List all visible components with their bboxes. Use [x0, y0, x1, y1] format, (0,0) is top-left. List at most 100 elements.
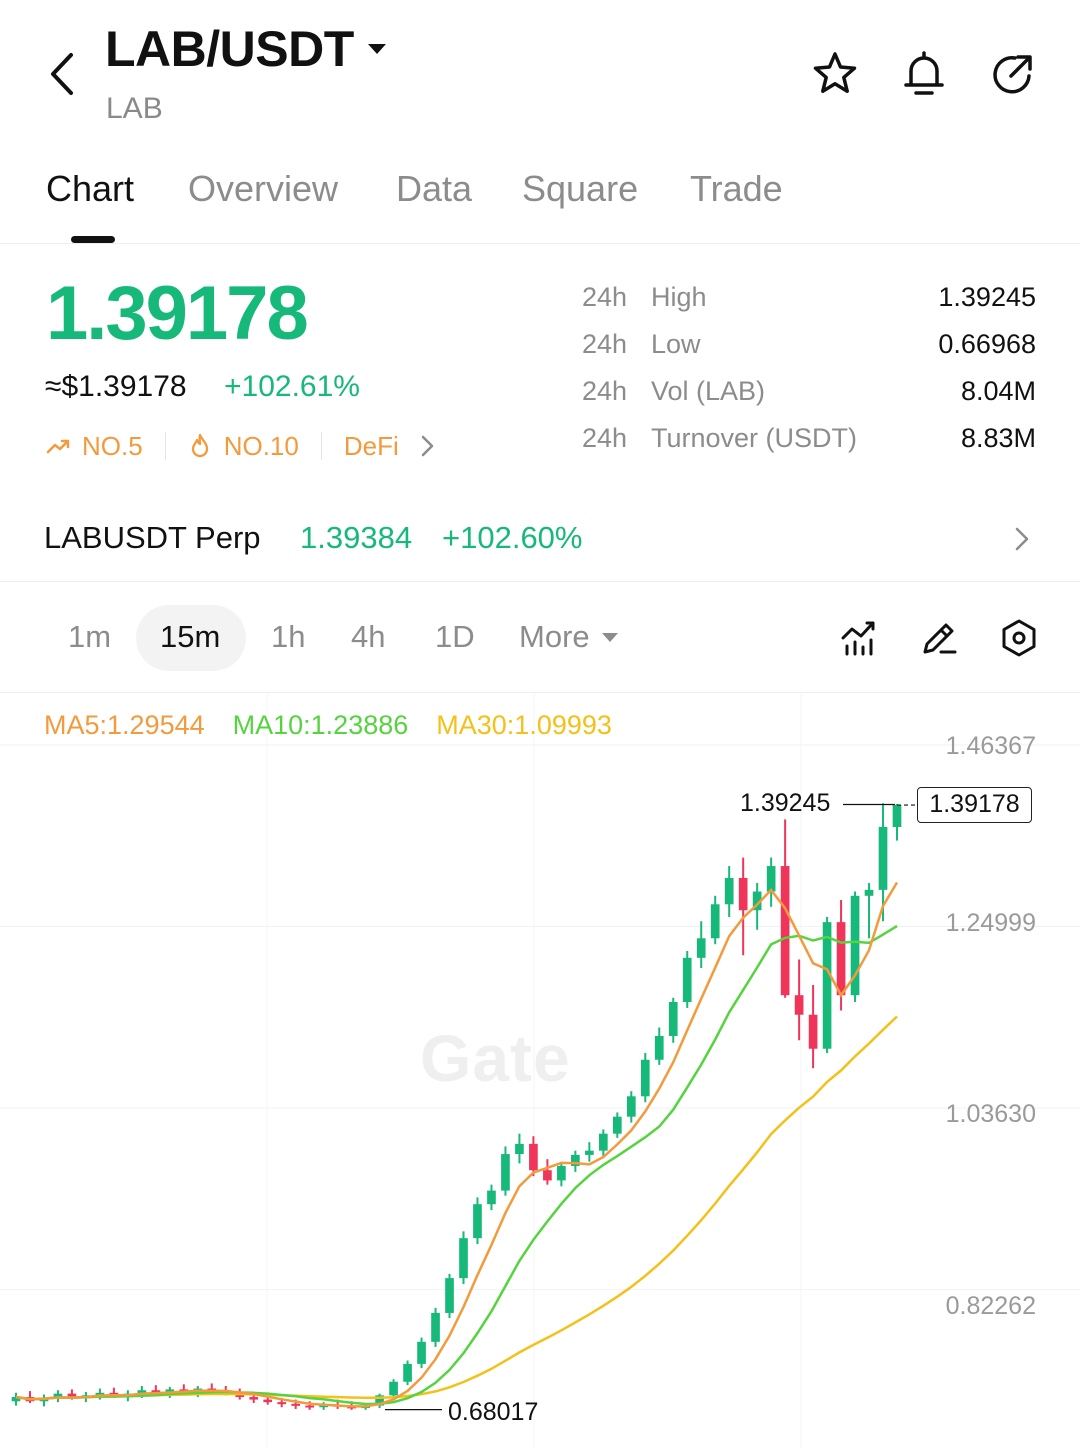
interval-1d[interactable]: 1D [435, 619, 475, 654]
y-axis-tick: 1.03630 [945, 1100, 1036, 1128]
ma10-label: MA10:1.23886 [232, 710, 409, 740]
stat-value: 0.66968 [938, 329, 1036, 359]
pair-selector[interactable]: LAB/USDT [105, 20, 386, 78]
candle-up [822, 922, 832, 1049]
candle-up [375, 1395, 384, 1406]
stat-period: 24h [582, 376, 628, 406]
chevron-right-icon [421, 435, 433, 457]
candle-down [249, 1397, 259, 1400]
candle-up [459, 1238, 468, 1279]
bell-icon[interactable] [898, 48, 950, 100]
perp-change: +102.60% [442, 520, 583, 555]
candle-up [165, 1389, 175, 1393]
ranking-tags: NO.5 NO.10 DeFi [46, 428, 439, 464]
candle-up [878, 826, 888, 890]
ma5-label: MA5:1.29544 [44, 710, 205, 740]
tab-chart[interactable]: Chart [46, 168, 135, 209]
candle-down [543, 1170, 552, 1181]
category-tag[interactable]: DeFi [344, 431, 439, 462]
last-price: 1.39178 [46, 271, 309, 356]
ma5-line [15, 881, 899, 1408]
candle-down [836, 922, 846, 996]
rank-gainer-tag[interactable]: NO.5 [46, 431, 143, 462]
stat-name: High [651, 282, 707, 312]
24h-stats: 24h High 1.39245 24h Low 0.66968 24h Vol… [582, 280, 1036, 468]
rank-gainer-label: NO.5 [82, 430, 143, 461]
ma30-label: MA30:1.09993 [436, 710, 612, 740]
draw-pen-icon[interactable] [916, 615, 962, 661]
candle-up [11, 1397, 21, 1402]
chart-canvas[interactable] [0, 694, 1080, 1448]
trend-up-icon [46, 439, 70, 454]
candle-up [668, 1001, 678, 1036]
candle-up [417, 1341, 426, 1364]
candle-up [598, 1133, 608, 1151]
star-icon[interactable] [809, 48, 861, 100]
main-tabs: Chart Overview Data Square Trade [0, 160, 1080, 244]
y-axis-tick: 0.82262 [945, 1292, 1036, 1320]
divider [164, 432, 166, 460]
y-axis-tick: 1.46367 [945, 732, 1036, 760]
interval-1h[interactable]: 1h [271, 619, 306, 654]
candle-up [571, 1154, 580, 1166]
interval-more-dropdown[interactable]: More [519, 619, 618, 655]
candle-down [67, 1393, 77, 1398]
stat-period: 24h [582, 282, 628, 312]
candle-up [710, 904, 720, 939]
candle-up [403, 1363, 412, 1382]
header: LAB/USDT LAB [0, 0, 1080, 150]
tab-square[interactable]: Square [522, 168, 639, 209]
candle-up [752, 891, 762, 911]
usd-price: ≈$1.39178 [45, 370, 187, 403]
perp-contract-row[interactable]: LABUSDT Perp 1.39384 +102.60% [0, 500, 1080, 582]
perp-price: 1.39384 [300, 520, 413, 555]
candle-down [305, 1405, 315, 1408]
rank-hot-tag[interactable]: NO.10 [188, 431, 299, 462]
settings-icon[interactable] [996, 615, 1042, 661]
y-axis-tick: 1.24999 [945, 909, 1036, 937]
stat-turnover: 24h Turnover (USDT) 8.83M [582, 421, 1036, 468]
stat-value: 8.83M [960, 423, 1036, 453]
share-icon[interactable] [987, 48, 1039, 100]
stat-value: 1.39245 [938, 282, 1036, 312]
candle-up [431, 1312, 440, 1342]
candle-up [487, 1190, 496, 1205]
interval-15m[interactable]: 15m [160, 619, 221, 654]
candle-down [263, 1399, 273, 1403]
candlestick-chart[interactable]: Gate MA5:1.29544 MA10:1.23886 MA30:1.099… [0, 694, 1080, 1448]
candle-up [724, 877, 734, 905]
price-change-percent: +102.61% [224, 370, 360, 403]
active-tab-indicator [71, 236, 115, 243]
indicator-icon[interactable] [836, 615, 882, 661]
candle-down [794, 995, 804, 1015]
candle-up [864, 889, 874, 896]
candle-up [501, 1154, 510, 1191]
candle-up [53, 1393, 63, 1398]
tab-overview[interactable]: Overview [188, 168, 339, 209]
interval-4h[interactable]: 4h [351, 619, 386, 654]
interval-1m[interactable]: 1m [68, 619, 112, 654]
tab-data[interactable]: Data [396, 168, 473, 209]
candle-down [277, 1402, 287, 1405]
candle-up [626, 1096, 636, 1117]
candle-up [766, 866, 776, 892]
tab-trade[interactable]: Trade [690, 168, 783, 209]
stat-name: Low [651, 329, 701, 359]
candle-up [137, 1390, 147, 1394]
stat-period: 24h [582, 423, 628, 453]
candle-up [696, 938, 706, 958]
last-price-marker: 1.39178 [917, 787, 1032, 824]
gate-watermark: Gate [420, 1021, 571, 1095]
back-chevron-icon[interactable] [38, 46, 86, 102]
candle-up [654, 1035, 664, 1060]
fire-icon [191, 433, 208, 458]
candle-up [319, 1404, 328, 1408]
candle-up [585, 1150, 594, 1155]
candle-down [529, 1143, 538, 1171]
candle-up [389, 1381, 398, 1396]
active-interval-pill [136, 605, 246, 671]
candle-down [738, 877, 748, 911]
candle-up [640, 1059, 650, 1097]
candle-up [515, 1143, 524, 1155]
chevron-right-icon [1015, 527, 1029, 551]
